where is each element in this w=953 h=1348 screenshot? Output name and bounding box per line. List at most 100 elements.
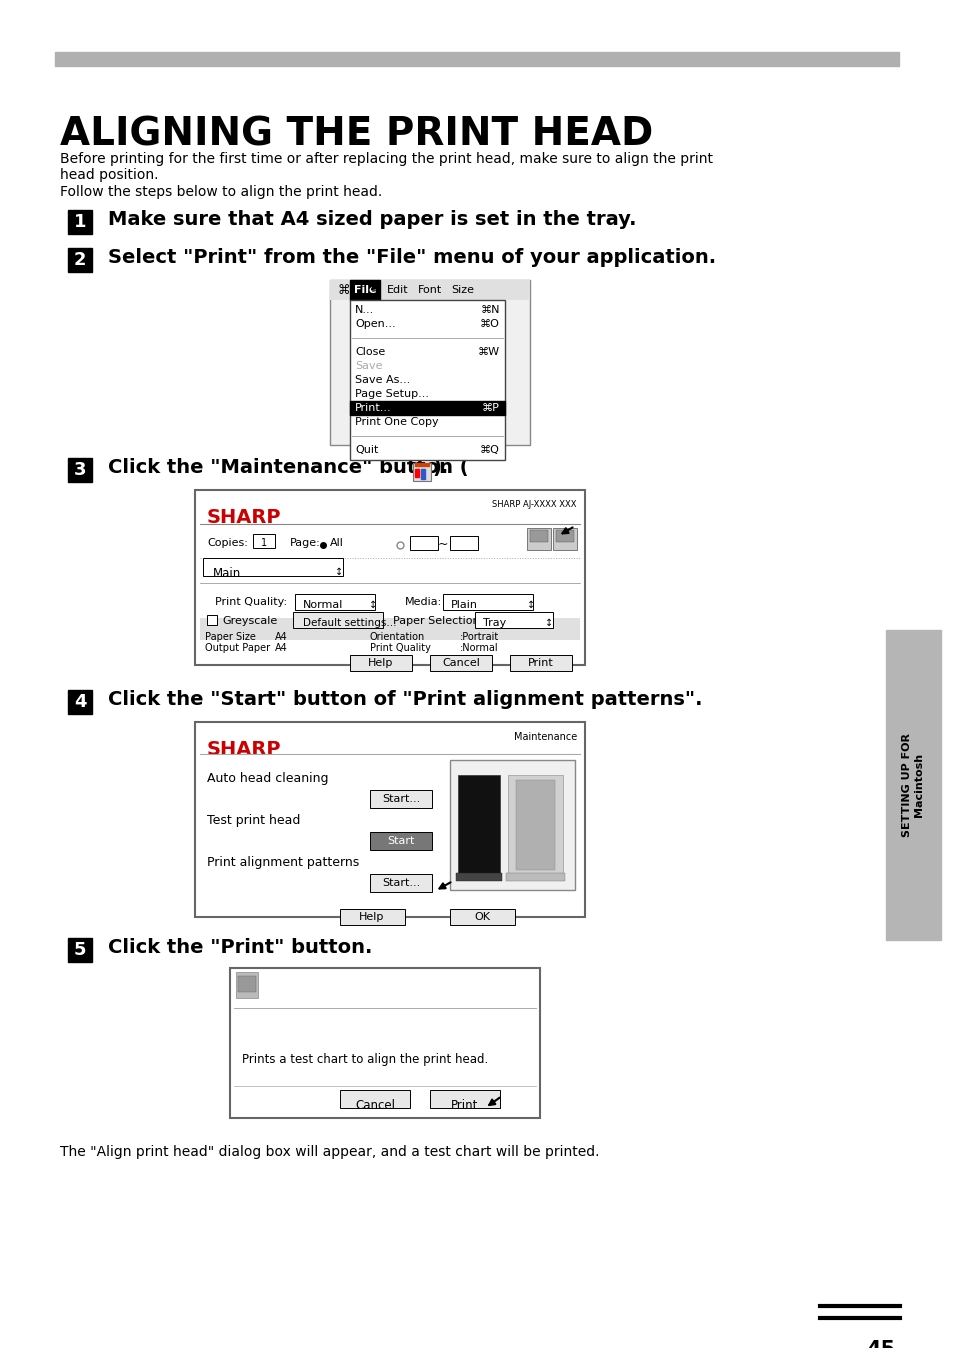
Text: Start...: Start...	[381, 878, 419, 888]
Text: ~: ~	[437, 538, 448, 551]
Bar	[457, 775, 499, 875]
Text: 4: 4	[73, 693, 86, 710]
Bar	[350, 655, 412, 671]
Text: Click the "Maintenance" button (: Click the "Maintenance" button (	[108, 458, 468, 477]
Text: Page:: Page:	[290, 538, 320, 549]
Text: Maintenance: Maintenance	[514, 732, 577, 741]
Bar	[235, 972, 257, 998]
Bar	[55, 53, 898, 66]
Bar	[420, 469, 424, 479]
Bar	[505, 874, 564, 882]
Bar	[450, 909, 515, 925]
Bar	[885, 630, 940, 940]
Text: Follow the steps below to align the print head.: Follow the steps below to align the prin…	[60, 185, 382, 200]
Text: head position.: head position.	[60, 168, 158, 182]
Bar	[253, 534, 274, 549]
Text: SHARP: SHARP	[207, 740, 281, 759]
Text: Test print head: Test print head	[207, 814, 300, 828]
Text: ALIGNING THE PRINT HEAD: ALIGNING THE PRINT HEAD	[60, 115, 653, 154]
Bar	[330, 280, 530, 301]
Bar	[456, 874, 501, 882]
Text: Paper Size: Paper Size	[205, 632, 255, 642]
Bar	[510, 655, 572, 671]
Text: Prints a test chart to align the print head.: Prints a test chart to align the print h…	[242, 1053, 488, 1066]
Bar	[339, 909, 405, 925]
Text: Font: Font	[417, 284, 441, 295]
Bar	[68, 690, 91, 714]
Text: Tray: Tray	[482, 617, 506, 628]
Text: ⌘: ⌘	[337, 283, 350, 297]
Text: All: All	[330, 538, 343, 549]
Text: 1: 1	[73, 213, 86, 231]
Bar	[526, 528, 551, 550]
Text: SETTING UP FOR
Macintosh: SETTING UP FOR Macintosh	[902, 733, 923, 837]
Text: Output Paper: Output Paper	[205, 643, 270, 652]
Text: Normal: Normal	[303, 600, 343, 611]
Text: Print One Copy: Print One Copy	[355, 417, 438, 427]
Bar	[516, 780, 555, 869]
Text: ↕: ↕	[544, 617, 553, 628]
Bar	[410, 537, 437, 550]
Text: Cancel: Cancel	[441, 658, 479, 669]
Text: Paper Selection:: Paper Selection:	[393, 616, 483, 625]
Text: Before printing for the first time or after replacing the print head, make sure : Before printing for the first time or af…	[60, 152, 712, 166]
Bar	[68, 458, 91, 483]
Text: OK: OK	[474, 913, 490, 922]
Bar	[370, 832, 432, 851]
Bar	[350, 280, 379, 301]
Bar	[230, 968, 539, 1117]
Text: Print alignment patterns: Print alignment patterns	[207, 856, 359, 869]
Bar	[194, 723, 584, 917]
Bar	[68, 938, 91, 962]
Bar	[203, 558, 343, 576]
Text: Default settings...: Default settings...	[303, 617, 396, 628]
Text: Make sure that A4 sized paper is set in the tray.: Make sure that A4 sized paper is set in …	[108, 210, 636, 229]
Text: Plain: Plain	[451, 600, 477, 611]
Text: Print: Print	[451, 1099, 478, 1112]
Text: ).: ).	[432, 458, 448, 477]
Text: Click the "Print" button.: Click the "Print" button.	[108, 938, 372, 957]
Bar	[207, 615, 216, 625]
Text: 1: 1	[261, 538, 267, 549]
Text: Save As...: Save As...	[355, 375, 410, 386]
Bar	[194, 491, 584, 665]
Bar	[350, 400, 504, 415]
Text: 2: 2	[73, 251, 86, 270]
Bar	[68, 210, 91, 235]
Bar	[370, 790, 432, 807]
Text: Save: Save	[355, 361, 382, 371]
Text: Quit: Quit	[355, 445, 378, 456]
Text: Help: Help	[359, 913, 384, 922]
Text: Orientation: Orientation	[370, 632, 425, 642]
Bar	[370, 874, 432, 892]
Text: :Portrait: :Portrait	[459, 632, 498, 642]
Text: ⌘Q: ⌘Q	[479, 445, 499, 456]
Text: Close: Close	[355, 346, 385, 357]
Text: ↕: ↕	[335, 568, 343, 577]
Text: Print...: Print...	[355, 403, 392, 412]
Text: Open...: Open...	[355, 319, 395, 329]
Text: SHARP AJ-XXXX XXX: SHARP AJ-XXXX XXX	[492, 500, 577, 510]
Text: Click the "Start" button of "Print alignment patterns".: Click the "Start" button of "Print align…	[108, 690, 701, 709]
Text: Page Setup...: Page Setup...	[355, 390, 429, 399]
Text: :Normal: :Normal	[459, 643, 498, 652]
Bar	[430, 655, 492, 671]
Text: Main: Main	[213, 568, 241, 580]
Bar	[237, 976, 255, 992]
Bar	[339, 1091, 410, 1108]
Text: ⌘O: ⌘O	[479, 319, 499, 329]
Bar	[475, 612, 553, 628]
Text: ↕: ↕	[526, 600, 535, 611]
Text: 45: 45	[865, 1340, 894, 1348]
Text: ⌘W: ⌘W	[477, 346, 499, 357]
Bar	[442, 594, 533, 611]
Bar	[330, 280, 530, 445]
Text: Print Quality: Print Quality	[370, 643, 431, 652]
Text: ⌘N: ⌘N	[480, 305, 499, 315]
Bar	[415, 469, 418, 477]
Bar	[293, 612, 382, 628]
Text: ↕: ↕	[369, 600, 376, 611]
Bar	[350, 301, 504, 460]
Text: Media:: Media:	[405, 597, 442, 607]
Bar	[415, 462, 429, 466]
